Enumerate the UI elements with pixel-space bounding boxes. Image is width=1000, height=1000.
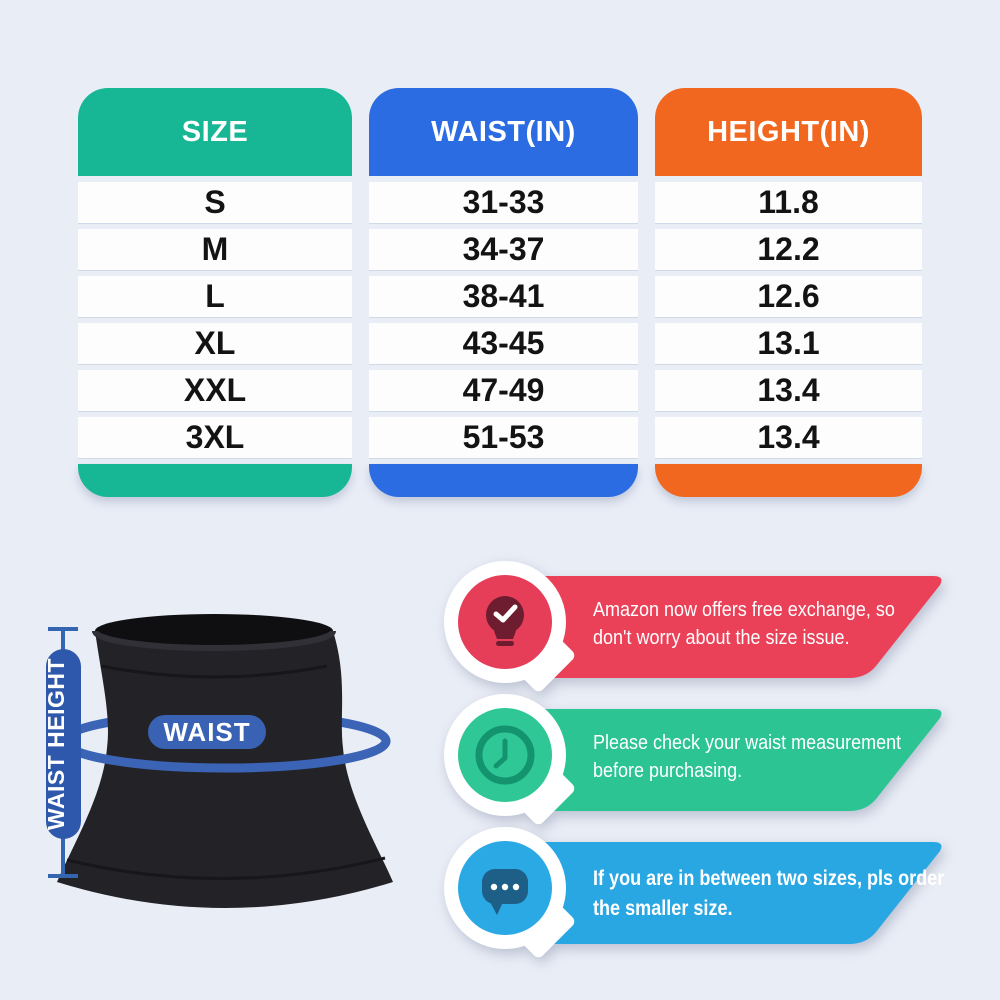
column-header-height: HEIGHT(IN) (655, 88, 922, 176)
stitch-line-top (100, 664, 328, 679)
bulb-check-icon (486, 596, 524, 646)
callout-text-line: before purchasing. (593, 760, 743, 783)
size-chart-table: SIZE S M L XL XXL 3XL WAIST(IN) 31-33 34… (78, 88, 922, 497)
callout-text: Amazon now offers free exchange, so don'… (593, 596, 926, 653)
cell-height: 13.4 (655, 370, 922, 411)
cell-waist: 43-45 (369, 323, 638, 364)
callout-banner-blue (444, 827, 942, 958)
callout-free-exchange: Amazon now offers free exchange, so don'… (428, 556, 968, 706)
callout-between-sizes: If you are in between two sizes, pls ord… (428, 822, 968, 972)
cell-size: M (78, 229, 352, 270)
cell-waist: 31-33 (369, 182, 638, 223)
waist-height-label: WAIST HEIGHT (43, 658, 69, 830)
banner-shape (520, 842, 942, 944)
band-front-rim (92, 630, 336, 651)
column-header-waist: WAIST(IN) (369, 88, 638, 176)
callout-text: If you are in between two sizes, pls ord… (593, 864, 945, 924)
cell-height: 13.4 (655, 417, 922, 458)
cell-size: 3XL (78, 417, 352, 458)
banner-shape (520, 709, 942, 811)
cell-waist: 38-41 (369, 276, 638, 317)
height-column: HEIGHT(IN) 11.8 12.2 12.6 13.1 13.4 13.4 (655, 88, 922, 497)
callout-text-line: the smaller size. (593, 896, 733, 920)
cell-height: 12.6 (655, 276, 922, 317)
cell-height: 12.2 (655, 229, 922, 270)
waist-label: WAIST (163, 717, 250, 747)
column-header-size: SIZE (78, 88, 352, 176)
table-footer-bar (78, 464, 352, 497)
waist-ellipse-front (59, 740, 391, 773)
cell-size: XXL (78, 370, 352, 411)
waist-column: WAIST(IN) 31-33 34-37 38-41 43-45 47-49 … (369, 88, 638, 497)
table-footer-bar (655, 464, 922, 497)
cell-height: 13.1 (655, 323, 922, 364)
cell-waist: 34-37 (369, 229, 638, 270)
banner-shape (520, 576, 942, 678)
clock-icon (475, 725, 535, 785)
callout-text-line: don't worry about the size issue. (593, 627, 850, 650)
table-footer-bar (369, 464, 638, 497)
callout-text-line: Amazon now offers free exchange, so (593, 599, 895, 621)
callout-text: Please check your waist measurement befo… (593, 729, 926, 786)
cell-waist: 51-53 (369, 417, 638, 458)
waist-trainer-illustration: WAIST WAIST HEIGHT (43, 614, 393, 908)
callout-text-line: If you are in between two sizes, pls ord… (593, 867, 945, 890)
cell-size: XL (78, 323, 352, 364)
stitch-line-bottom (66, 856, 386, 880)
cell-size: L (78, 276, 352, 317)
cell-height: 11.8 (655, 182, 922, 223)
cell-waist: 47-49 (369, 370, 638, 411)
waist-label-pill (148, 715, 266, 749)
callout-check-measurement: Please check your waist measurement befo… (428, 689, 968, 839)
callout-banner-green (444, 694, 942, 825)
waist-height-pill (46, 649, 81, 839)
callout-text-line: Please check your waist measurement (593, 732, 902, 754)
band-opening (95, 614, 333, 648)
chat-dots-icon (482, 869, 528, 915)
size-column: SIZE S M L XL XXL 3XL (78, 88, 352, 497)
callout-banner-red (444, 561, 942, 692)
cell-size: S (78, 182, 352, 223)
